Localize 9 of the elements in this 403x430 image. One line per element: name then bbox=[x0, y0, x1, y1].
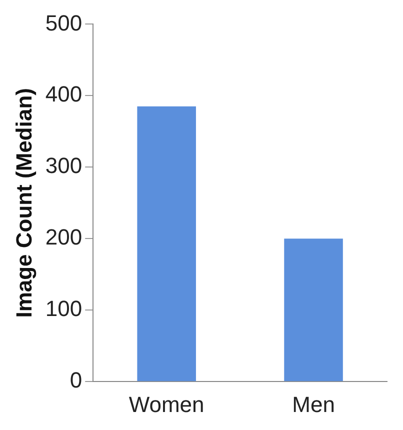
y-tick-label: 0 bbox=[70, 368, 82, 393]
y-tick-label: 300 bbox=[45, 153, 82, 178]
x-tick-label: Men bbox=[292, 392, 335, 417]
y-tick-label: 100 bbox=[45, 296, 82, 322]
y-tick-label: 500 bbox=[45, 10, 82, 36]
y-tick-label: 200 bbox=[45, 224, 82, 250]
y-axis-title: Image Count (Median) bbox=[11, 88, 36, 318]
x-tick-label: Women bbox=[128, 392, 204, 417]
y-tick-label: 400 bbox=[45, 82, 82, 107]
